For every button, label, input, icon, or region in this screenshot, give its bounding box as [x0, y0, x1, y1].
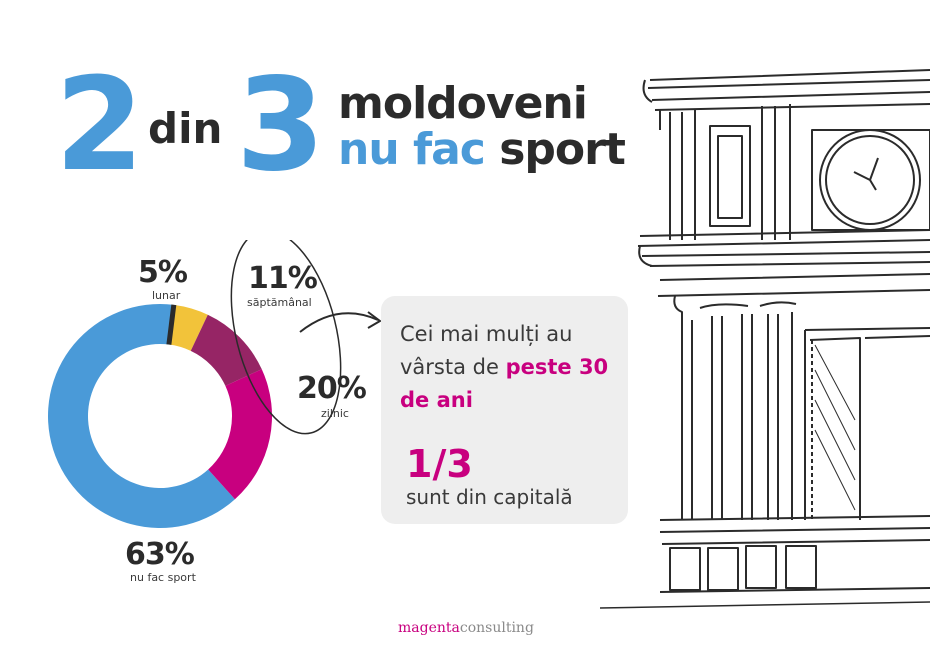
donut-slice-zilnic	[208, 369, 272, 500]
brand-logo: magentaconsulting	[398, 621, 534, 635]
curved-arrow-icon	[230, 240, 382, 435]
donut-separator	[166, 304, 177, 345]
headline-number-two: 2	[55, 51, 144, 200]
info-card-ratio-subtitle: sunt din capitală	[406, 485, 573, 509]
brand-name-magenta: magenta	[398, 620, 460, 636]
donut-slice-nu-fac-sport	[48, 304, 235, 528]
info-card	[381, 296, 628, 524]
info-card-highlight: peste 30 de ani	[400, 355, 609, 412]
label-daily-percent: 20%	[297, 371, 367, 406]
headline-nu-fac: nu fac	[338, 124, 486, 175]
donut-slice-lunar	[168, 304, 208, 351]
brand-name-consulting: consulting	[459, 620, 534, 636]
headline-nu-fac-sport: nu fac sport	[338, 124, 626, 175]
label-monthly-text: lunar	[152, 289, 181, 302]
label-monthly-percent: 5%	[138, 255, 188, 290]
building-sketch-icon	[600, 69, 930, 609]
headline-din: din	[148, 104, 223, 153]
donut-slice-săptămânal	[190, 314, 262, 386]
label-none-percent: 63%	[125, 537, 195, 572]
info-card-ratio: 1/3	[406, 442, 473, 486]
headline-number-three: 3	[236, 51, 325, 200]
donut-chart	[48, 304, 272, 528]
info-card-text-main: Cei mai mulți au vârsta de	[400, 322, 573, 379]
label-weekly-text: săptămânal	[247, 296, 312, 309]
label-weekly-percent: 11%	[248, 261, 318, 296]
label-daily-text: zilnic	[321, 407, 349, 420]
label-none-text: nu fac sport	[130, 571, 196, 584]
headline-moldoveni: moldoveni	[338, 78, 588, 129]
headline-sport: sport	[499, 124, 626, 175]
info-card-text: Cei mai mulți au vârsta de peste 30 de a…	[400, 318, 620, 417]
